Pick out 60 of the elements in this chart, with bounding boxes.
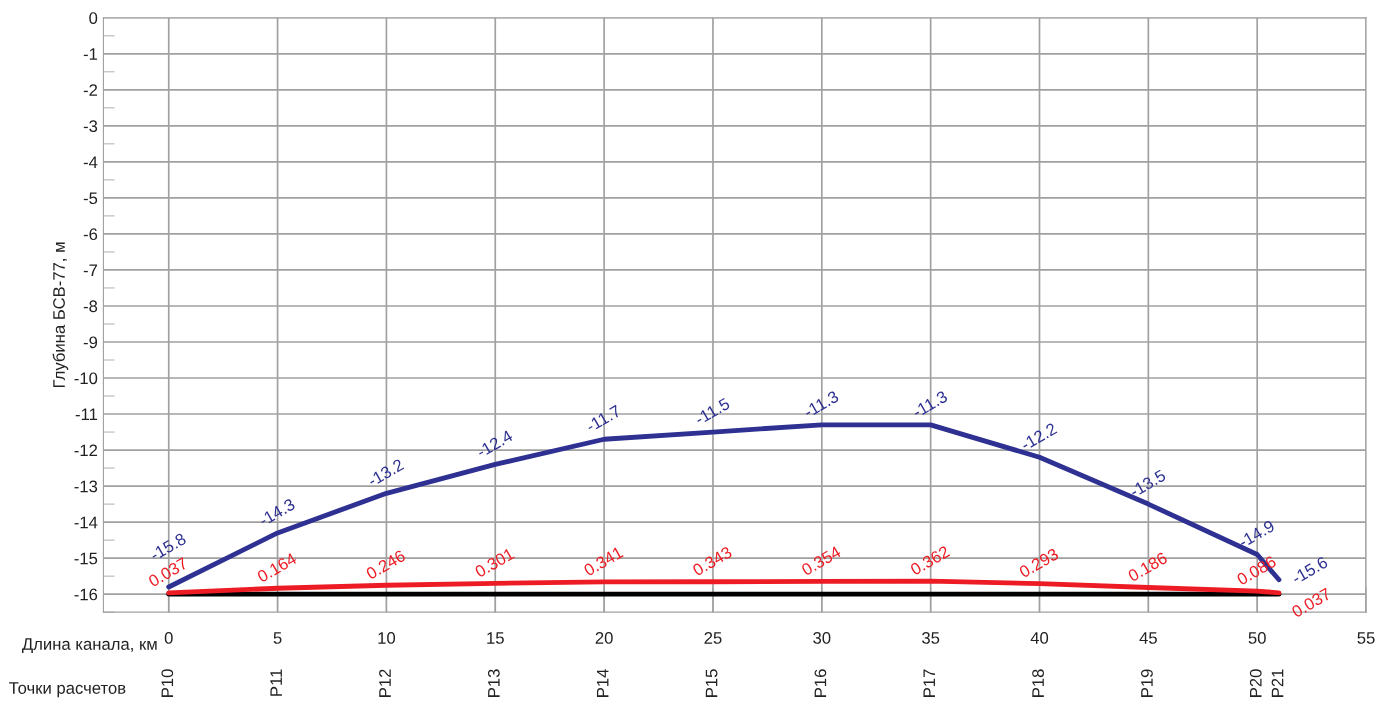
y-tick-label: -10	[74, 372, 98, 385]
y-tick-label: -16	[74, 588, 98, 601]
data-label: -11.7	[585, 404, 622, 433]
data-label: 0.246	[365, 549, 407, 580]
data-label: -14.3	[258, 498, 296, 527]
x-axis-title: Длина канала, км	[22, 638, 157, 654]
x-tick-label: 15	[487, 632, 504, 644]
data-label: -12.4	[475, 429, 514, 458]
y-tick-label: -12	[74, 444, 98, 457]
data-label: 0.341	[582, 546, 624, 577]
x-tick-label: 50	[1248, 632, 1266, 644]
text: Точки расчетов	[9, 682, 126, 698]
text: P19	[1141, 669, 1153, 697]
text: P12	[379, 669, 391, 697]
y-tick-label: -3	[83, 120, 98, 133]
x-tick-label: 0	[164, 632, 173, 644]
text: P16	[814, 669, 827, 697]
text: P14	[596, 669, 609, 697]
y-tick-label: -15	[74, 552, 98, 565]
text: P11	[270, 669, 282, 696]
x-tick-label: 55	[1357, 632, 1375, 644]
data-label: -12.2	[1020, 422, 1058, 451]
x-tick-label: 30	[813, 632, 831, 644]
x-tick-label: 10	[378, 632, 396, 644]
text: P13	[487, 669, 500, 697]
x-tick-label: 25	[704, 632, 722, 644]
text: P20	[1249, 669, 1262, 697]
data-label: -13.2	[366, 458, 405, 487]
text: P15	[705, 669, 718, 697]
x-tick-label: 35	[922, 632, 940, 644]
data-label: -11.3	[911, 390, 949, 419]
y-tick-label: -4	[83, 156, 98, 168]
x-tick-label: 40	[1030, 632, 1049, 644]
y-tick-label: -2	[83, 84, 98, 96]
data-label: -11.3	[802, 390, 840, 419]
y-axis-title: Глубина БСВ-77, м	[52, 242, 69, 388]
data-label: 0.301	[474, 547, 515, 578]
data-label: -11.5	[694, 397, 731, 426]
y-tick-label: -13	[74, 480, 98, 493]
x-tick-label: 20	[595, 632, 613, 644]
data-label: -15.6	[1290, 555, 1329, 585]
data-label: 0.343	[691, 545, 733, 577]
data-label: -13.5	[1128, 469, 1167, 498]
text: P18	[1032, 669, 1044, 697]
text: P21	[1271, 669, 1284, 697]
y-tick-label: -5	[83, 192, 98, 205]
y-tick-label: -1	[83, 48, 98, 60]
y-tick-label: -8	[83, 300, 98, 313]
y-tick-label: -11	[75, 408, 98, 421]
data-label: 0.293	[1018, 547, 1060, 579]
y-tick-label: -9	[83, 336, 98, 349]
x-tick-label: 45	[1139, 632, 1157, 644]
y-tick-label: 0	[89, 12, 98, 24]
y-tick-label: -7	[83, 264, 98, 276]
y-tick-label: -14	[74, 516, 98, 529]
x-tick-label: 5	[273, 632, 282, 644]
text: P10	[161, 669, 174, 697]
y-tick-label: -6	[83, 228, 98, 241]
text: P17	[923, 669, 935, 697]
data-label: -14.9	[1237, 519, 1276, 549]
